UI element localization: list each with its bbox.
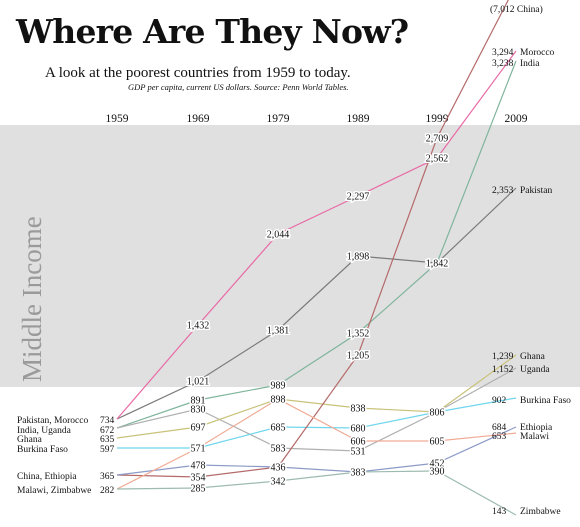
series-line-zimbabwe bbox=[116, 470, 517, 516]
start-label-malawi-zimbabwe: Malawi, Zimbabwe bbox=[17, 486, 91, 496]
end-label-ethiopia: Ethiopia bbox=[520, 423, 553, 433]
end-value-653: 653 bbox=[492, 432, 507, 442]
year-label-2009: 2009 bbox=[505, 113, 528, 125]
chart-title: Where Are They Now? bbox=[16, 12, 409, 51]
value-label-1989-2-297: 2,297 bbox=[347, 192, 370, 203]
start-value-734: 734 bbox=[100, 416, 115, 426]
start-label-burkina-faso: Burkina Faso bbox=[17, 445, 68, 455]
start-label-ghana: Ghana bbox=[17, 435, 43, 445]
end-label-ghana: Ghana bbox=[520, 352, 546, 362]
start-value-282: 282 bbox=[100, 486, 115, 496]
end-value-1-239: 1,239 bbox=[492, 352, 514, 362]
series-line-ethiopia bbox=[116, 426, 517, 476]
end-value-1-152: 1,152 bbox=[492, 365, 514, 375]
value-label-1979-436: 436 bbox=[271, 463, 286, 474]
start-value-672: 672 bbox=[100, 426, 115, 436]
source-note: GDP per capita, current US dollars. Sour… bbox=[128, 82, 349, 92]
end-label-7-012-china: (7,012 China) bbox=[490, 4, 543, 15]
start-value-365: 365 bbox=[100, 472, 115, 482]
end-label-india: India bbox=[520, 59, 540, 69]
value-label-1999-806: 806 bbox=[430, 408, 445, 419]
end-value-902: 902 bbox=[492, 396, 507, 406]
value-label-1999-390: 390 bbox=[430, 467, 445, 478]
value-label-1969-285: 285 bbox=[191, 484, 206, 495]
value-label-1979-342: 342 bbox=[271, 477, 286, 488]
value-label-1989-1-898: 1,898 bbox=[347, 252, 370, 263]
end-label-morocco: Morocco bbox=[520, 48, 555, 58]
series-line-china bbox=[116, 0, 509, 478]
value-label-1989-1-205: 1,205 bbox=[347, 351, 370, 362]
middle-income-band bbox=[0, 125, 580, 387]
value-label-1999-1-842: 1,842 bbox=[426, 259, 449, 270]
start-value-635: 635 bbox=[100, 435, 115, 445]
series-line-burkina-faso bbox=[117, 397, 517, 449]
start-value-597: 597 bbox=[100, 445, 115, 455]
value-label-1979-898: 898 bbox=[271, 395, 286, 406]
value-label-1999-2-562: 2,562 bbox=[426, 154, 449, 165]
value-label-1969-478: 478 bbox=[191, 461, 206, 472]
value-label-1979-685: 685 bbox=[271, 423, 286, 434]
band-label: Middle Income bbox=[17, 216, 47, 382]
value-label-1969-891: 891 bbox=[191, 396, 206, 407]
value-label-1989-383: 383 bbox=[351, 468, 366, 479]
end-value-3-238: 3,238 bbox=[492, 59, 514, 69]
value-label-1999-2-709: 2,709 bbox=[426, 134, 449, 145]
end-value-2-353: 2,353 bbox=[492, 186, 514, 196]
value-label-1969-697: 697 bbox=[191, 423, 206, 434]
value-label-1989-1-352: 1,352 bbox=[347, 329, 370, 340]
chart-subtitle: A look at the poorest countries from 195… bbox=[45, 65, 351, 81]
value-label-1999-452: 452 bbox=[430, 459, 445, 470]
value-label-1989-838: 838 bbox=[351, 404, 366, 415]
end-label-zimbabwe: Zimbabwe bbox=[520, 507, 561, 517]
value-label-1989-606: 606 bbox=[351, 437, 366, 448]
value-label-1979-1-381: 1,381 bbox=[267, 326, 290, 337]
value-label-1979-989: 989 bbox=[271, 381, 286, 392]
series-line-malawi bbox=[116, 398, 517, 490]
end-value-143: 143 bbox=[492, 507, 507, 517]
end-value-3-294: 3,294 bbox=[492, 48, 514, 58]
end-label-burkina-faso: Burkina Faso bbox=[520, 396, 571, 406]
value-label-1989-531: 531 bbox=[351, 447, 366, 458]
year-label-1969: 1969 bbox=[187, 113, 210, 125]
end-label-uganda: Uganda bbox=[520, 365, 550, 375]
value-label-1979-583: 583 bbox=[271, 444, 286, 455]
value-label-1969-354: 354 bbox=[191, 473, 206, 484]
end-label-pakistan: Pakistan bbox=[520, 186, 552, 196]
series-line-india bbox=[116, 60, 517, 429]
end-label-malawi: Malawi bbox=[520, 432, 549, 442]
series-line-uganda bbox=[116, 367, 517, 452]
year-label-1989: 1989 bbox=[347, 113, 370, 125]
series-line-morocco bbox=[116, 50, 517, 420]
value-label-1969-1-432: 1,432 bbox=[187, 321, 210, 332]
value-label-1999-605: 605 bbox=[430, 437, 445, 448]
value-label-1969-1-021: 1,021 bbox=[187, 377, 210, 388]
end-value-684: 684 bbox=[492, 423, 507, 433]
series-line-pakistan bbox=[116, 187, 517, 420]
start-label-pakistan-morocco: Pakistan, Morocco bbox=[17, 416, 88, 426]
year-label-1999: 1999 bbox=[426, 113, 449, 125]
series-line-ghana bbox=[116, 354, 517, 439]
start-label-india-uganda: India, Uganda bbox=[17, 426, 72, 436]
value-label-1969-830: 830 bbox=[191, 405, 206, 416]
value-label-1969-571: 571 bbox=[191, 444, 206, 455]
year-label-1959: 1959 bbox=[106, 113, 129, 125]
value-label-1979-2-044: 2,044 bbox=[267, 230, 290, 241]
start-label-china-ethiopia: China, Ethiopia bbox=[17, 472, 77, 482]
value-label-1989-680: 680 bbox=[351, 424, 366, 435]
year-label-1979: 1979 bbox=[267, 113, 290, 125]
